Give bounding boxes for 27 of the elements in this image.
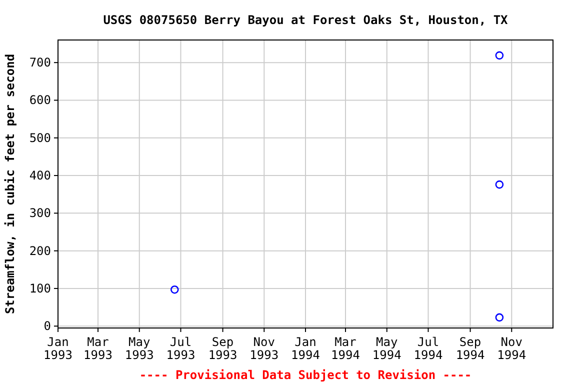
y-tick-label: 100 [29, 281, 51, 296]
x-tick-label: Sep 1994 [456, 335, 485, 362]
x-tick-label: May 1993 [124, 335, 154, 362]
x-tick-label: Jan 1994 [291, 335, 320, 362]
y-axis-title: Streamflow, in cubic feet per second [3, 54, 17, 314]
x-tick-label: Jul 1994 [414, 335, 443, 362]
x-tick-label: Nov 1993 [250, 335, 279, 362]
y-tick-label: 400 [29, 168, 51, 183]
y-tick-label: 600 [29, 93, 51, 108]
y-tick-label: 300 [29, 206, 51, 220]
x-tick-label: Jul 1993 [166, 335, 196, 362]
y-tick-label: 500 [29, 130, 51, 145]
text: ---- Provisional Data Subject to Revision ---- [139, 368, 472, 382]
y-tick-label: 0 [44, 319, 51, 334]
x-tick-label: May 1994 [372, 335, 402, 362]
point [170, 285, 179, 294]
chart-title: USGS 08075650 Berry Bayou at Forest Oaks St, Houston, TX [103, 13, 509, 27]
x-tick-label: Mar 1993 [84, 335, 112, 362]
y-tick-label: 700 [29, 56, 51, 70]
point [495, 313, 504, 322]
x-tick-label: Sep 1993 [208, 335, 238, 362]
point [495, 51, 504, 60]
x-tick-label: Jan 1993 [44, 335, 72, 362]
point [495, 180, 504, 189]
x-tick-label: Nov 1994 [497, 335, 526, 362]
x-tick-label: Mar 1994 [331, 335, 360, 362]
y-tick-label: 200 [29, 244, 51, 258]
